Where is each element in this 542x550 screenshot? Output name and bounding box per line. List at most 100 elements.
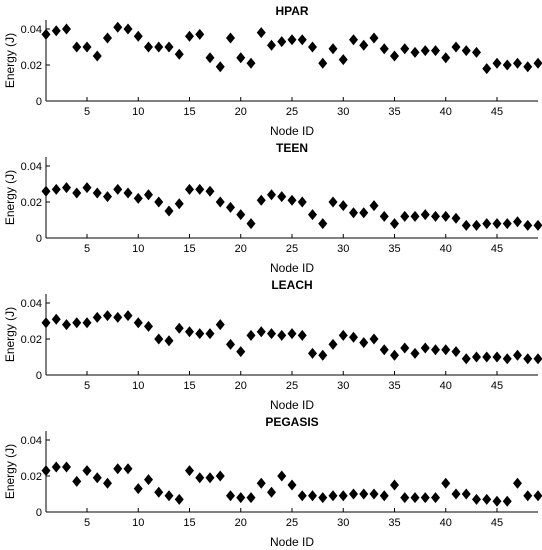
- data-point-hpar-node-3: [62, 23, 71, 35]
- data-point-leach-node-4: [72, 317, 82, 329]
- data-point-teen-node-25: [287, 194, 297, 206]
- data-point-pegasis-node-42: [461, 488, 471, 500]
- data-point-hpar-node-30: [338, 54, 348, 66]
- data-point-teen-node-33: [369, 200, 379, 212]
- x-tick-label: 40: [440, 380, 452, 392]
- data-point-leach-node-13: [164, 335, 174, 347]
- data-point-teen-node-17: [205, 185, 215, 197]
- y-tick-label: 0.04: [21, 24, 42, 36]
- data-point-leach-node-25: [287, 328, 297, 340]
- data-point-pegasis-node-3: [62, 461, 71, 473]
- data-point-leach-node-42: [461, 353, 471, 365]
- x-tick-label: 5: [84, 243, 90, 255]
- y-tick-label: 0.02: [21, 471, 42, 483]
- data-point-teen-node-3: [62, 182, 71, 194]
- data-point-hpar-node-12: [154, 41, 164, 53]
- data-point-teen-node-4: [72, 187, 82, 199]
- data-point-leach-node-7: [103, 310, 112, 322]
- data-point-hpar-node-33: [369, 32, 379, 44]
- data-point-pegasis-node-30: [338, 490, 348, 502]
- data-point-teen-node-24: [277, 191, 287, 203]
- data-point-hpar-node-4: [72, 41, 82, 53]
- y-axis-label: Energy (J): [3, 170, 17, 225]
- data-point-pegasis-node-47: [513, 477, 522, 489]
- data-point-pegasis-node-18: [215, 470, 225, 482]
- x-tick-label: 5: [84, 517, 90, 529]
- x-tick-label: 30: [337, 243, 349, 255]
- data-point-pegasis-node-41: [451, 488, 461, 500]
- data-point-teen-node-39: [431, 210, 440, 222]
- data-point-teen-node-7: [103, 191, 112, 203]
- data-point-leach-node-21: [246, 329, 256, 341]
- data-point-hpar-node-48: [523, 61, 533, 73]
- data-point-hpar-node-2: [51, 25, 61, 37]
- data-point-leach-node-11: [144, 320, 153, 332]
- data-point-leach-node-2: [51, 313, 61, 325]
- chart-panel-hpar: HPAR 0 0.02 0.04 5 10 15 20 25 30 35 40 45 Node ID Ene…: [3, 4, 542, 138]
- data-point-hpar-node-38: [420, 45, 430, 57]
- data-point-hpar-node-13: [164, 41, 174, 53]
- data-point-leach-node-45: [492, 351, 502, 363]
- chart-panel-teen: TEEN 0 0.02 0.04 5 10 15 20 25 30 35 40 45 Node ID Ene…: [3, 141, 542, 275]
- data-point-hpar-node-43: [472, 46, 481, 58]
- y-tick-label: 0.02: [21, 197, 42, 209]
- data-point-teen-node-28: [318, 218, 328, 230]
- data-point-teen-node-6: [92, 187, 102, 199]
- data-point-teen-node-13: [164, 205, 174, 217]
- data-point-hpar-node-9: [123, 23, 133, 35]
- data-point-teen-node-44: [482, 218, 492, 230]
- data-point-teen-node-48: [523, 219, 533, 231]
- data-point-pegasis-node-19: [226, 490, 235, 502]
- data-point-hpar-node-46: [502, 59, 512, 71]
- data-point-leach-node-26: [297, 329, 307, 341]
- data-point-teen-node-29: [328, 196, 338, 208]
- data-point-pegasis-node-21: [246, 492, 256, 504]
- data-point-leach-node-24: [277, 329, 287, 341]
- data-point-hpar-node-45: [492, 57, 502, 69]
- data-point-leach-node-47: [513, 349, 522, 361]
- data-point-leach-node-3: [62, 319, 71, 331]
- data-point-teen-node-1: [41, 185, 51, 197]
- data-point-hpar-node-26: [297, 34, 307, 46]
- data-point-leach-node-49: [533, 353, 542, 365]
- data-point-hpar-node-22: [256, 27, 266, 39]
- x-tick-label: 35: [388, 517, 400, 529]
- x-tick-label: 30: [337, 106, 349, 118]
- data-point-leach-node-31: [349, 331, 358, 343]
- x-tick-label: 10: [132, 517, 144, 529]
- data-point-pegasis-node-24: [277, 470, 287, 482]
- data-point-pegasis-node-14: [174, 493, 184, 505]
- x-tick-label: 15: [183, 106, 195, 118]
- x-tick-label: 35: [388, 106, 400, 118]
- data-point-leach-node-10: [133, 317, 143, 329]
- data-point-pegasis-node-25: [287, 479, 297, 491]
- x-tick-label: 45: [491, 106, 503, 118]
- data-point-leach-node-9: [123, 310, 133, 322]
- data-point-hpar-node-15: [185, 30, 194, 42]
- data-point-teen-node-10: [133, 192, 143, 204]
- data-point-leach-node-33: [369, 333, 379, 345]
- data-point-teen-node-16: [195, 183, 205, 195]
- data-point-hpar-node-10: [133, 30, 143, 42]
- data-point-leach-node-6: [92, 311, 102, 323]
- data-point-pegasis-node-33: [369, 488, 379, 500]
- data-point-hpar-node-34: [379, 43, 389, 55]
- data-point-hpar-node-24: [277, 36, 287, 48]
- data-point-leach-node-48: [523, 353, 533, 365]
- data-point-teen-node-9: [123, 187, 133, 199]
- data-point-hpar-node-17: [205, 52, 215, 64]
- data-point-teen-node-2: [51, 183, 61, 195]
- x-tick-label: 15: [183, 243, 195, 255]
- data-point-leach-node-5: [82, 317, 92, 329]
- data-point-leach-node-1: [41, 317, 51, 329]
- data-point-teen-node-35: [390, 218, 399, 230]
- data-point-pegasis-node-28: [318, 492, 328, 504]
- data-point-hpar-node-18: [215, 61, 225, 73]
- data-point-pegasis-node-35: [390, 479, 399, 491]
- data-point-teen-node-15: [185, 183, 194, 195]
- y-tick-label: 0: [36, 507, 42, 519]
- y-tick-label: 0.02: [21, 334, 42, 346]
- data-point-teen-node-26: [297, 196, 307, 208]
- data-point-teen-node-22: [256, 194, 266, 206]
